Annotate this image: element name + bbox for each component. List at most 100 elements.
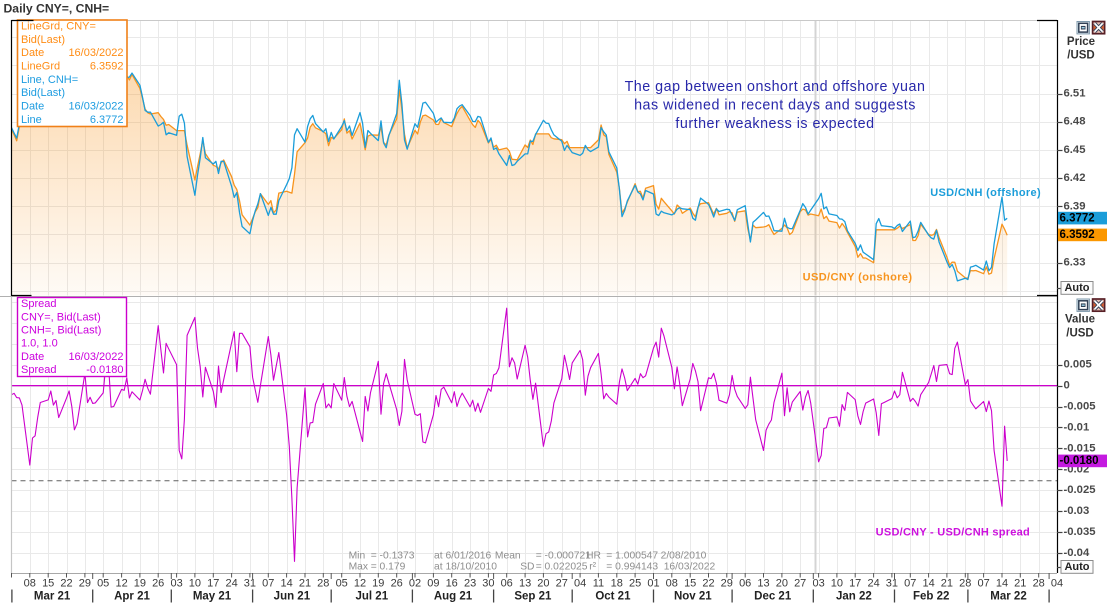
svg-text:has widened in recent days and: has widened in recent days and suggests — [634, 98, 916, 114]
svg-text:USD/CNY (onshore): USD/CNY (onshore) — [803, 272, 913, 284]
svg-text:07: 07 — [262, 578, 274, 590]
svg-text:Spread: Spread — [21, 298, 56, 310]
svg-text:1.0, 1.0: 1.0, 1.0 — [21, 338, 58, 350]
svg-text:18: 18 — [611, 578, 623, 590]
svg-text:Date: Date — [21, 351, 44, 363]
svg-text:Apr 21: Apr 21 — [114, 591, 150, 603]
svg-text:/USD: /USD — [1067, 50, 1094, 62]
svg-text:21: 21 — [941, 578, 953, 590]
svg-text:16/03/2022: 16/03/2022 — [68, 47, 123, 59]
svg-text:12: 12 — [115, 578, 127, 590]
svg-text:24: 24 — [867, 578, 879, 590]
svg-text:0: 0 — [1064, 380, 1070, 392]
svg-text:6.3592: 6.3592 — [90, 61, 124, 73]
svg-text:06: 06 — [501, 578, 513, 590]
svg-text:LineGrd, CNY=: LineGrd, CNY= — [21, 21, 96, 33]
svg-text:08: 08 — [24, 578, 36, 590]
svg-text:04: 04 — [574, 578, 586, 590]
svg-text:6.51: 6.51 — [1064, 88, 1086, 100]
svg-text:14: 14 — [922, 578, 934, 590]
svg-text:Sep 21: Sep 21 — [514, 591, 552, 603]
svg-text:22: 22 — [702, 578, 714, 590]
svg-text:02: 02 — [409, 578, 421, 590]
svg-text:-0.035: -0.035 — [1064, 526, 1096, 538]
svg-text:07: 07 — [977, 578, 989, 590]
svg-text:Date: Date — [21, 101, 44, 113]
svg-text:Nov 21: Nov 21 — [674, 591, 712, 603]
svg-text:17: 17 — [849, 578, 861, 590]
svg-text:19: 19 — [372, 578, 384, 590]
svg-text:Mar 21: Mar 21 — [34, 591, 71, 603]
svg-text:27: 27 — [794, 578, 806, 590]
svg-text:Jul 21: Jul 21 — [355, 591, 388, 603]
svg-text:12: 12 — [354, 578, 366, 590]
svg-text:Auto: Auto — [1064, 282, 1089, 294]
svg-text:23: 23 — [464, 578, 476, 590]
svg-text:13: 13 — [519, 578, 531, 590]
svg-text:28: 28 — [1033, 578, 1045, 590]
svg-text:CNY=, Bid(Last): CNY=, Bid(Last) — [21, 311, 101, 323]
svg-text:26: 26 — [152, 578, 164, 590]
svg-text:27: 27 — [556, 578, 568, 590]
svg-text:Line: Line — [21, 114, 42, 126]
svg-text:Date: Date — [21, 47, 44, 59]
svg-text:-0.015: -0.015 — [1064, 442, 1096, 454]
svg-text:10: 10 — [189, 578, 201, 590]
svg-text:Value: Value — [1065, 314, 1095, 326]
svg-text:13: 13 — [757, 578, 769, 590]
svg-text:25: 25 — [629, 578, 641, 590]
svg-text:08: 08 — [666, 578, 678, 590]
svg-text:11: 11 — [593, 578, 604, 590]
svg-text:6.3592: 6.3592 — [1060, 229, 1095, 241]
svg-text:26: 26 — [391, 578, 403, 590]
svg-text:01: 01 — [647, 578, 659, 590]
svg-text:24: 24 — [225, 578, 237, 590]
svg-text:15: 15 — [684, 578, 696, 590]
svg-text:Feb 22: Feb 22 — [913, 591, 949, 603]
svg-text:-0.04: -0.04 — [1064, 547, 1090, 559]
svg-text:20: 20 — [776, 578, 788, 590]
svg-text:0.005: 0.005 — [1064, 359, 1092, 371]
svg-text:-0.03: -0.03 — [1064, 505, 1090, 517]
svg-text:6.33: 6.33 — [1064, 257, 1086, 269]
svg-text:29: 29 — [721, 578, 733, 590]
svg-text:Auto: Auto — [1064, 561, 1089, 573]
svg-text:Bid(Last): Bid(Last) — [21, 34, 65, 46]
svg-text:Line, CNH=: Line, CNH= — [21, 74, 78, 86]
svg-text:09: 09 — [427, 578, 439, 590]
svg-text:10: 10 — [831, 578, 843, 590]
svg-text:Aug 21: Aug 21 — [434, 591, 473, 603]
svg-text:06: 06 — [739, 578, 751, 590]
svg-text:further weakness is expected: further weakness is expected — [675, 116, 874, 132]
svg-text:May 21: May 21 — [193, 591, 232, 603]
svg-text:16/03/2022: 16/03/2022 — [68, 101, 123, 113]
svg-text:17: 17 — [207, 578, 219, 590]
svg-text:Price: Price — [1067, 36, 1095, 48]
svg-text:15: 15 — [42, 578, 54, 590]
svg-text:-0.005: -0.005 — [1064, 401, 1096, 413]
svg-text:22: 22 — [60, 578, 72, 590]
svg-text:21: 21 — [1014, 578, 1026, 590]
svg-text:LineGrd: LineGrd — [21, 61, 60, 73]
svg-text:03: 03 — [170, 578, 182, 590]
svg-text:/USD: /USD — [1066, 328, 1093, 340]
svg-text:6.39: 6.39 — [1064, 200, 1086, 212]
svg-text:-0.0180: -0.0180 — [1060, 455, 1099, 467]
svg-text:Jan 22: Jan 22 — [836, 591, 872, 603]
svg-text:19: 19 — [134, 578, 146, 590]
svg-text:21: 21 — [299, 578, 311, 590]
svg-text:-0.025: -0.025 — [1064, 484, 1096, 496]
svg-text:04: 04 — [1051, 578, 1063, 590]
svg-text:6.45: 6.45 — [1064, 144, 1086, 156]
svg-text:Daily CNY=, CNH=: Daily CNY=, CNH= — [4, 1, 110, 15]
svg-text:6.3772: 6.3772 — [90, 114, 124, 126]
svg-text:-0.0180: -0.0180 — [86, 364, 123, 376]
svg-text:14: 14 — [280, 578, 292, 590]
svg-text:Spread: Spread — [21, 364, 56, 376]
svg-text:CNH=, Bid(Last): CNH=, Bid(Last) — [21, 324, 101, 336]
svg-text:14: 14 — [996, 578, 1008, 590]
svg-text:-0.01: -0.01 — [1064, 422, 1090, 434]
svg-text:28: 28 — [317, 578, 329, 590]
svg-text:28: 28 — [959, 578, 971, 590]
